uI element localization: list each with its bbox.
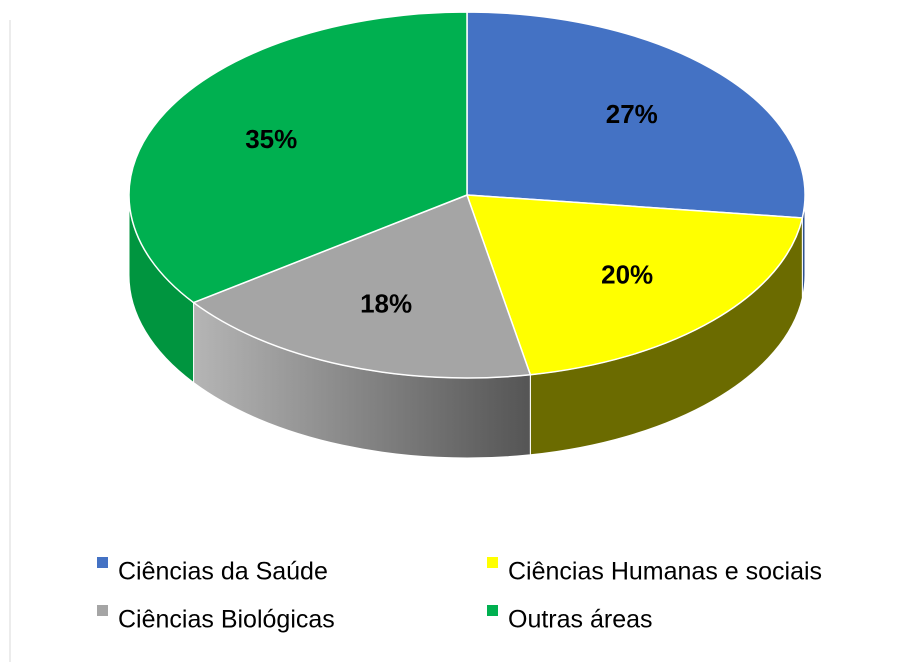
slice	[465, 194, 804, 376]
legend-label: Ciências Biológicas	[118, 606, 335, 634]
legend-swatch	[97, 605, 108, 616]
legend-swatch	[487, 557, 498, 568]
legend-label: Outras áreas	[508, 606, 653, 634]
data-label: 27%	[606, 99, 658, 129]
data-label: 18%	[360, 288, 412, 318]
legend-swatch	[97, 557, 108, 568]
legend-label: Ciências Humanas e sociais	[508, 558, 822, 586]
data-label: 35%	[245, 124, 297, 154]
data-label: 20%	[601, 259, 653, 289]
legend-swatch	[487, 605, 498, 616]
slice	[192, 194, 532, 379]
slice	[128, 11, 468, 304]
slice	[466, 11, 806, 219]
legend-label: Ciências da Saúde	[118, 558, 328, 586]
